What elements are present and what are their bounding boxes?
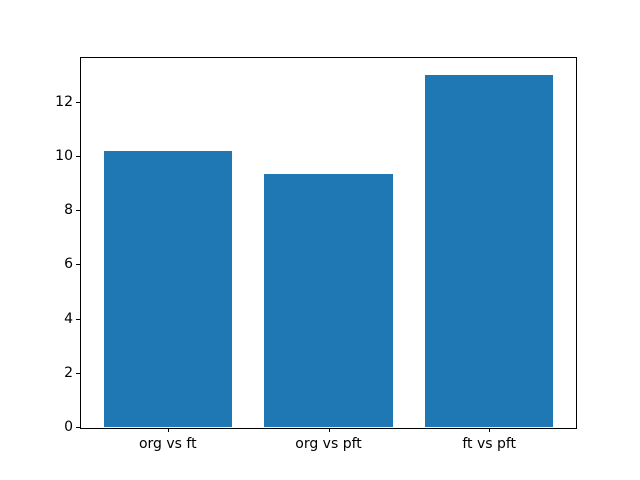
bar-ft-vs-pft: [424, 74, 554, 427]
y-tick-mark: [76, 264, 80, 266]
x-tick-label: org vs ft: [138, 436, 197, 452]
x-tick-label: ft vs pft: [462, 436, 517, 452]
y-tick-label: 12: [55, 93, 73, 110]
y-tick-mark: [76, 372, 80, 374]
bar-org-vs-ft: [103, 150, 233, 427]
y-tick-label: 4: [64, 310, 73, 327]
bar-org-vs-pft: [264, 173, 393, 427]
y-tick-mark: [76, 318, 80, 320]
y-tick-label: 6: [64, 256, 73, 273]
y-tick-label: 2: [64, 364, 73, 381]
y-tick-label: 8: [64, 202, 73, 219]
y-tick-mark: [76, 427, 80, 428]
x-tick-mark: [328, 428, 330, 432]
y-tick-mark: [76, 210, 80, 212]
x-tick-mark: [167, 428, 169, 432]
y-tick-label: 0: [64, 419, 73, 435]
y-tick-mark: [76, 101, 80, 103]
x-tick-mark: [489, 428, 491, 432]
y-tick-label: 10: [55, 147, 73, 164]
y-tick-mark: [76, 155, 80, 157]
x-tick-label: org vs pft: [295, 436, 362, 452]
